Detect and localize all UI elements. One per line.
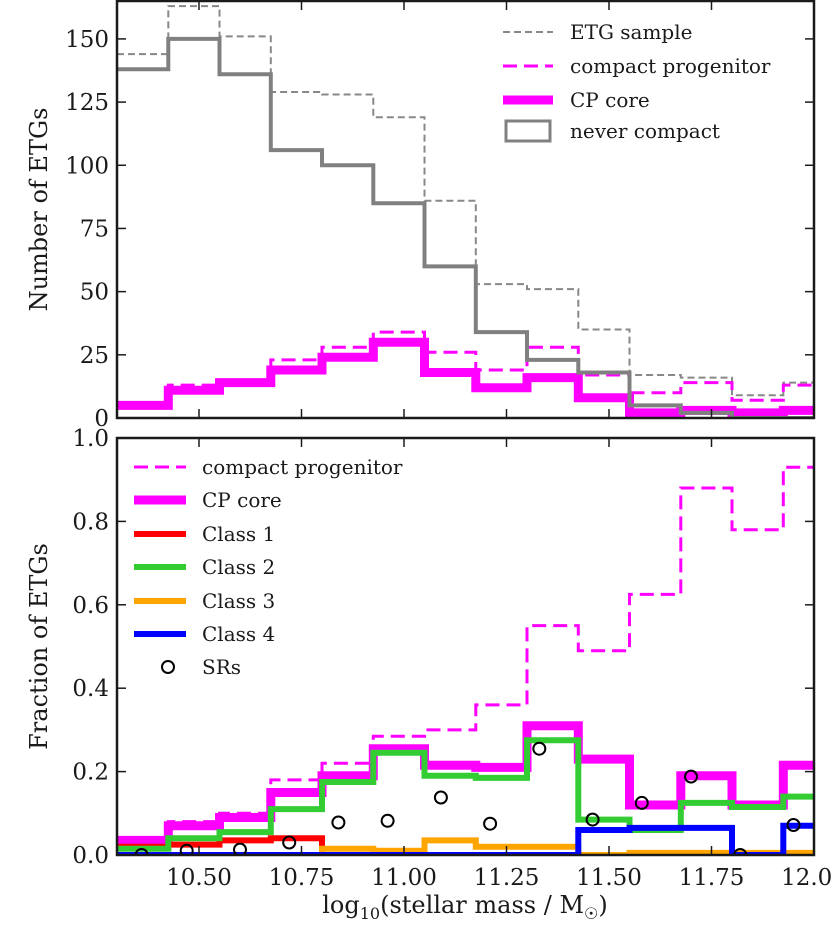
bottom-y-axis-label: Fraction of ETGs bbox=[25, 543, 53, 750]
top-legend-label-never-compact: never compact bbox=[570, 119, 720, 143]
bottom-sr-point-10 bbox=[634, 795, 649, 810]
bottom-series-class-1 bbox=[117, 835, 814, 855]
bottom-sr-point-11 bbox=[684, 769, 698, 784]
top-ytick-label-2: 50 bbox=[80, 280, 109, 306]
top-legend-label-compact-progenitor: compact progenitor bbox=[570, 54, 771, 78]
bottom-sr-point-1 bbox=[179, 843, 194, 855]
bottom-ytick-label-4: 0.8 bbox=[72, 509, 109, 535]
bottom-sr-point-8 bbox=[532, 741, 547, 756]
bottom-ytick-label-3: 0.6 bbox=[72, 593, 109, 619]
bottom-legend-entry-class-1: Class 1 bbox=[134, 522, 275, 546]
bottom-axes-frame bbox=[115, 436, 816, 857]
top-series-etg-sample bbox=[117, 5, 814, 397]
top-series-cp-core bbox=[117, 337, 814, 418]
bottom-sr-point-12 bbox=[733, 848, 748, 855]
top-legend-swatch-never-compact bbox=[504, 119, 552, 143]
bottom-ytick-label-2: 0.4 bbox=[72, 676, 109, 702]
bottom-series-class-2 bbox=[117, 737, 814, 852]
bottom-legend-label-srs: SRs bbox=[202, 655, 241, 679]
xtick-label-2: 11.00 bbox=[371, 865, 437, 891]
bottom-legend-entry-compact-progenitor: compact progenitor bbox=[134, 455, 403, 479]
xtick-label-5: 11.75 bbox=[679, 865, 745, 891]
xtick-label-6: 12.00 bbox=[781, 865, 831, 891]
top-axes-frame bbox=[115, 0, 816, 420]
top-ytick-label-4: 100 bbox=[65, 153, 109, 179]
bottom-legend-entry-class-3: Class 3 bbox=[134, 589, 275, 613]
top-series-never-compact bbox=[117, 36, 814, 418]
top-y-axis-label: Number of ETGs bbox=[25, 108, 53, 312]
bottom-legend-label-class-4: Class 4 bbox=[202, 622, 275, 646]
bottom-legend-label-compact-progenitor: compact progenitor bbox=[202, 455, 403, 479]
top-ytick-label-3: 75 bbox=[80, 216, 109, 242]
xtick-label-4: 11.50 bbox=[576, 865, 642, 891]
bottom-plot-area bbox=[117, 465, 814, 855]
xtick-label-0: 10.50 bbox=[166, 865, 232, 891]
bottom-sr-point-0 bbox=[134, 848, 149, 855]
bottom-legend-entry-srs: SRs bbox=[161, 655, 241, 679]
bottom-legend-label-class-1: Class 1 bbox=[202, 522, 275, 546]
bottom-panel: 10.50 10.75 11.00 11.25 11.50 11.75 12.00 0.0 0.… bbox=[25, 426, 831, 891]
x-axis-label: log10(stellar mass / M☉) bbox=[322, 891, 607, 923]
bottom-ytick-label-5: 1.0 bbox=[72, 426, 109, 452]
top-legend-entry-compact-progenitor: compact progenitor bbox=[503, 54, 771, 78]
bottom-legend-entry-class-2: Class 2 bbox=[134, 555, 275, 579]
top-panel: 0 25 50 75 100 125 150 Number of ETGs ETG sample… bbox=[25, 0, 816, 432]
top-legend-label-cp-core: CP core bbox=[570, 88, 650, 112]
bottom-legend-label-class-3: Class 3 bbox=[202, 589, 275, 613]
top-plot-area bbox=[117, 5, 814, 418]
bottom-legend-entry-class-4: Class 4 bbox=[134, 622, 275, 646]
bottom-ytick-label-1: 0.2 bbox=[72, 760, 109, 786]
top-ytick-label-6: 150 bbox=[65, 27, 109, 53]
bottom-ytick-label-0: 0.0 bbox=[72, 843, 109, 869]
bottom-series-class-3 bbox=[117, 837, 814, 855]
top-ytick-label-1: 25 bbox=[80, 343, 109, 369]
top-legend-entry-etg-sample: ETG sample bbox=[503, 20, 692, 44]
top-ytick-label-5: 125 bbox=[65, 90, 109, 116]
bottom-legend-swatch-srs bbox=[161, 660, 175, 674]
bottom-sr-point-5 bbox=[380, 813, 395, 828]
xtick-label-3: 11.25 bbox=[474, 865, 540, 891]
bottom-legend-label-cp-core: CP core bbox=[202, 488, 282, 512]
bottom-legend-entry-cp-core: CP core bbox=[134, 488, 282, 512]
bottom-sr-point-3 bbox=[282, 835, 297, 850]
bottom-sr-point-9 bbox=[585, 812, 600, 827]
bottom-sr-point-2 bbox=[233, 842, 247, 855]
bottom-series-cp-core bbox=[117, 721, 814, 845]
top-legend-label-etg-sample: ETG sample bbox=[570, 20, 692, 44]
bottom-legend-label-class-2: Class 2 bbox=[202, 555, 275, 579]
bottom-sr-point-7 bbox=[483, 816, 498, 831]
top-legend-entry-never-compact: never compact bbox=[504, 119, 720, 143]
top-ytick-label-0: 0 bbox=[94, 406, 109, 432]
bottom-sr-point-4 bbox=[331, 815, 346, 830]
top-legend-entry-cp-core: CP core bbox=[503, 88, 650, 112]
bottom-sr-point-6 bbox=[433, 790, 448, 805]
xtick-label-1: 10.75 bbox=[269, 865, 335, 891]
bottom-sr-point-13 bbox=[786, 818, 801, 832]
